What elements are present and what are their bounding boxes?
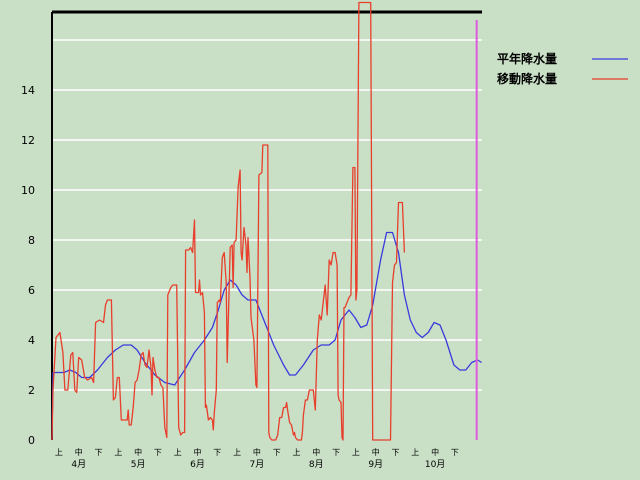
legend-label: 平年降水量 (497, 51, 557, 66)
legend-label: 移動降水量 (497, 71, 557, 86)
x-tick-label: 中 (75, 447, 83, 457)
x-tick-label: 上 (55, 448, 63, 457)
month-label: 9月 (368, 459, 383, 470)
x-tick-label: 上 (233, 448, 241, 457)
series-line-1 (51, 1, 406, 441)
x-tick-label: 中 (253, 447, 261, 457)
x-tick-label: 下 (273, 448, 281, 457)
month-label: 10月 (425, 459, 445, 470)
x-tick-label: 上 (174, 448, 182, 457)
x-tick-label: 中 (194, 447, 202, 457)
x-tick-label: 上 (292, 448, 300, 457)
x-tick-label: 上 (352, 448, 360, 457)
x-tick-label: 下 (391, 448, 399, 457)
x-tick-label: 中 (431, 447, 439, 457)
y-tick-label: 2 (28, 384, 35, 397)
x-tick-label: 下 (154, 448, 162, 457)
series-lines (51, 1, 482, 441)
month-label: 8月 (309, 459, 324, 470)
month-label: 7月 (250, 459, 265, 470)
x-tick-label: 上 (114, 448, 122, 457)
x-tick-label: 中 (372, 447, 380, 457)
y-tick-label: 10 (21, 184, 35, 197)
y-tick-label: 6 (28, 284, 35, 297)
y-tick-label: 8 (28, 234, 35, 247)
x-axis: 上 中 下 上 中 下 上 中 下 上 中 下 上 中 下 上 中 下 上 中 下 4月 5月 6月 7月 8月 9月 10月 (55, 447, 459, 470)
gridlines (51, 10, 482, 440)
x-tick-label: 下 (332, 448, 340, 457)
series-line-0 (51, 231, 482, 441)
x-tick-label: 中 (312, 447, 320, 457)
y-axis: 0 2 4 6 8 10 12 14 (21, 84, 35, 447)
month-label: 5月 (131, 459, 146, 470)
month-label: 4月 (71, 459, 86, 470)
x-tick-label: 下 (95, 448, 103, 457)
x-tick-label: 上 (411, 448, 419, 457)
y-tick-label: 0 (28, 434, 35, 447)
y-tick-label: 4 (28, 334, 35, 347)
y-tick-label: 12 (21, 134, 35, 147)
month-label: 6月 (190, 459, 205, 470)
x-tick-label: 下 (451, 448, 459, 457)
x-tick-label: 下 (213, 448, 221, 457)
y-tick-label: 14 (21, 84, 35, 97)
x-tick-label: 中 (134, 447, 142, 457)
